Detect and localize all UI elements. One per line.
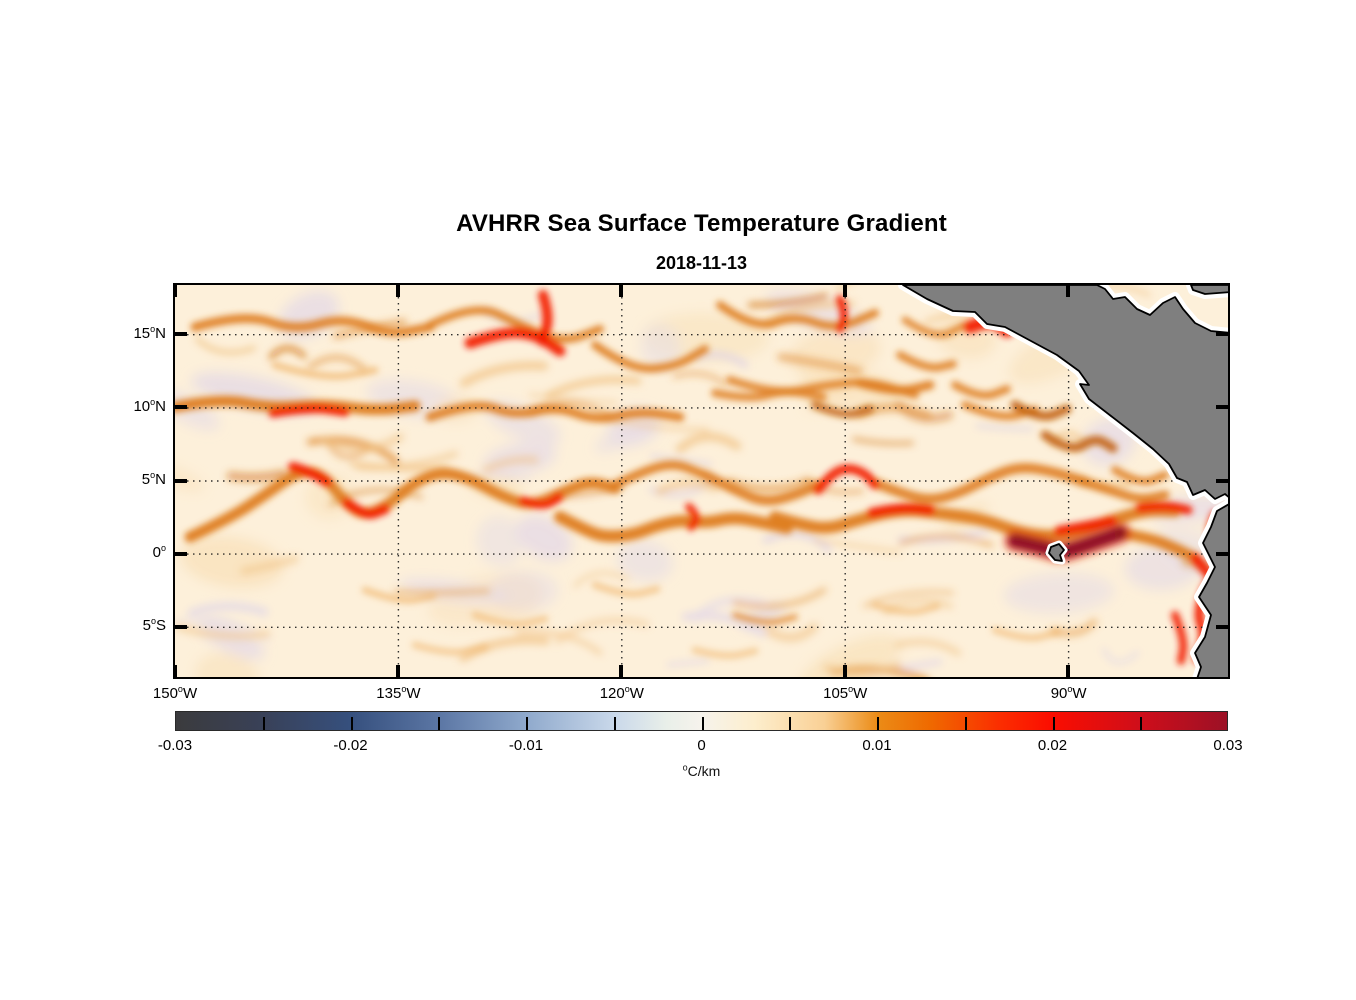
x-tick-mark xyxy=(395,284,400,297)
y-tick-mark xyxy=(1215,551,1228,556)
y-tick-mark xyxy=(174,478,187,483)
colorbar-tick-mark xyxy=(789,717,792,730)
colorbar-tick-mark xyxy=(613,717,616,730)
y-tick-mark xyxy=(174,405,187,410)
colorbar-tick-label: -0.03 xyxy=(157,737,193,754)
y-tick-mark xyxy=(1215,624,1228,629)
chart-title: AVHRR Sea Surface Temperature Gradient xyxy=(456,210,947,237)
x-tick-mark xyxy=(842,664,847,677)
y-tick-mark xyxy=(174,624,187,629)
x-tick-mark xyxy=(395,664,400,677)
x-tick-mark xyxy=(1066,664,1071,677)
y-tick-mark xyxy=(1215,405,1228,410)
y-tick-label: 10oN xyxy=(133,396,166,415)
colorbar-tick-label: 0.02 xyxy=(1037,737,1068,754)
colorbar-tick-mark xyxy=(701,717,704,730)
colorbar-tick-label: 0.03 xyxy=(1213,737,1243,754)
colorbar-tick-mark xyxy=(438,717,441,730)
colorbar-tick-mark xyxy=(1140,717,1143,730)
y-tick-mark xyxy=(174,551,187,556)
x-tick-mark xyxy=(842,284,847,297)
x-tick-label: 90oW xyxy=(1050,684,1087,703)
colorbar-tick-label: 0 xyxy=(697,737,706,754)
colorbar-tick-label: -0.01 xyxy=(508,737,544,754)
y-tick-label: 5oS xyxy=(142,616,166,635)
colorbar-tick-mark xyxy=(526,717,528,730)
colorbar-tick-mark xyxy=(350,717,353,730)
y-tick-label: 0o xyxy=(152,543,166,562)
colorbar-tick-label: -0.02 xyxy=(333,737,368,754)
y-tick-label: 5oN xyxy=(141,470,166,489)
x-tick-mark xyxy=(619,664,624,677)
land-central-america xyxy=(901,284,1228,500)
chart-date-subtitle: 2018-11-13 xyxy=(655,253,748,273)
y-tick-label: 15oN xyxy=(133,323,166,342)
x-tick-mark xyxy=(619,284,624,297)
x-tick-label: 135oW xyxy=(376,684,421,703)
x-tick-label: 120oW xyxy=(599,684,644,703)
colorbar-tick-mark xyxy=(1052,717,1055,730)
sst-gradient-field xyxy=(174,284,1228,677)
land-layer xyxy=(897,284,1228,677)
x-tick-mark xyxy=(172,284,177,297)
land-galapagos-islands xyxy=(1047,542,1065,562)
colorbar-tick-label: 0.01 xyxy=(862,737,892,754)
y-tick-mark xyxy=(1215,478,1228,483)
x-tick-mark xyxy=(1066,284,1071,297)
x-tick-label: 150oW xyxy=(152,684,198,703)
colorbar-tick-mark xyxy=(262,717,265,730)
colorbar xyxy=(175,711,1228,731)
land-yucatan-sliver xyxy=(1189,284,1228,295)
colorbar-tick-mark xyxy=(964,717,967,730)
land-south-america xyxy=(1193,503,1228,677)
colorbar-tick-mark xyxy=(877,717,879,730)
map-plot-area xyxy=(172,282,1230,679)
y-tick-mark xyxy=(174,332,187,337)
x-tick-mark xyxy=(172,664,177,677)
x-tick-label: 105oW xyxy=(823,684,868,703)
sst-fronts xyxy=(174,289,1221,665)
colorbar-units-label: oC/km xyxy=(682,762,721,779)
y-tick-mark xyxy=(1215,332,1228,337)
